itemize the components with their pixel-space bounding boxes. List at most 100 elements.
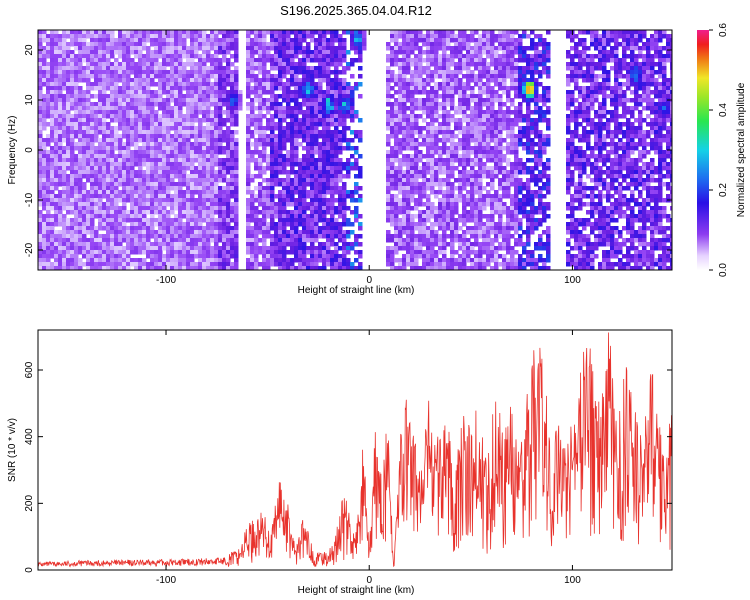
heatmap-cell [338, 222, 343, 227]
heatmap-cell [418, 194, 423, 199]
heatmap-cell [126, 198, 131, 203]
heatmap-cell [314, 170, 319, 175]
heatmap-cell [218, 202, 223, 207]
heatmap-cell [290, 118, 295, 123]
heatmap-cell [82, 210, 87, 215]
heatmap-cell [326, 182, 331, 187]
heatmap-cell [38, 90, 43, 95]
heatmap-cell [138, 130, 143, 135]
heatmap-cell [70, 226, 75, 231]
heatmap-cell [194, 182, 199, 187]
heatmap-cell [342, 58, 347, 63]
heatmap-cell [414, 226, 419, 231]
heatmap-cell [46, 138, 51, 143]
heatmap-cell [218, 246, 223, 251]
heatmap-cell [46, 86, 51, 91]
heatmap-cell [62, 98, 67, 103]
heatmap-cell [158, 262, 163, 267]
heatmap-cell [178, 198, 183, 203]
heatmap-cell [66, 174, 71, 179]
heatmap-cell [154, 250, 159, 255]
heatmap-cell [214, 234, 219, 239]
heatmap-cell [194, 126, 199, 131]
heatmap-cell [318, 130, 323, 135]
heatmap-cell [410, 146, 415, 151]
heatmap-cell [266, 50, 271, 55]
heatmap-cell [394, 58, 399, 63]
heatmap-cell [282, 62, 287, 67]
heatmap-cell [118, 178, 123, 183]
heatmap-cell [158, 86, 163, 91]
heatmap-cell [310, 138, 315, 143]
heatmap-cell [162, 174, 167, 179]
heatmap-cell [406, 82, 411, 87]
heatmap-cell [206, 254, 211, 259]
heatmap-cell [158, 206, 163, 211]
heatmap-cell [102, 142, 107, 147]
heatmap-cell [262, 30, 267, 35]
heatmap-cell [282, 234, 287, 239]
heatmap-cell [190, 154, 195, 159]
heatmap-cell [262, 226, 267, 231]
heatmap-cell [302, 70, 307, 75]
heatmap-cell [394, 142, 399, 147]
heatmap-cell [202, 106, 207, 111]
heatmap-cell [170, 246, 175, 251]
heatmap-cell [434, 66, 439, 71]
heatmap-cell [282, 70, 287, 75]
heatmap-cell [114, 254, 119, 259]
heatmap-cell [58, 202, 63, 207]
heatmap-cell [326, 186, 331, 191]
heatmap-cell [222, 186, 227, 191]
heatmap-cell [298, 258, 303, 263]
heatmap-cell [266, 234, 271, 239]
heatmap-cell [86, 222, 91, 227]
heatmap-cell [170, 162, 175, 167]
heatmap-cell [246, 134, 251, 139]
heatmap-cell [142, 170, 147, 175]
heatmap-cell [122, 42, 127, 47]
heatmap-cell [394, 130, 399, 135]
heatmap-cell [318, 38, 323, 43]
heatmap-cell [250, 238, 255, 243]
heatmap-cell [330, 78, 335, 83]
heatmap-cell [390, 126, 395, 131]
heatmap-cell [130, 82, 135, 87]
heatmap-cell [46, 106, 51, 111]
heatmap-cell [310, 182, 315, 187]
heatmap-cell [186, 54, 191, 59]
heatmap-cell [178, 190, 183, 195]
heatmap-cell [218, 170, 223, 175]
heatmap-cell [122, 198, 127, 203]
heatmap-cell [198, 190, 203, 195]
heatmap-cell [178, 62, 183, 67]
heatmap-cell [342, 98, 347, 103]
heatmap-cell [410, 122, 415, 127]
heatmap-cell [38, 226, 43, 231]
heatmap-cell [394, 34, 399, 39]
heatmap-cell [222, 178, 227, 183]
heatmap-cell [94, 198, 99, 203]
heatmap-cell [330, 106, 335, 111]
heatmap-cell [254, 222, 259, 227]
heatmap-cell [342, 234, 347, 239]
heatmap-cell [158, 202, 163, 207]
heatmap-cell [262, 134, 267, 139]
heatmap-cell [114, 186, 119, 191]
heatmap-cell [106, 130, 111, 135]
heatmap-cell [38, 170, 43, 175]
heatmap-cell [234, 114, 239, 119]
heatmap-cell [334, 234, 339, 239]
heatmap-cell [146, 30, 151, 35]
heatmap-cell [98, 266, 103, 270]
heatmap-cell [390, 174, 395, 179]
heatmap-cell [314, 266, 319, 270]
heatmap-cell [118, 210, 123, 215]
heatmap-cell [94, 150, 99, 155]
heatmap-cell [106, 114, 111, 119]
heatmap-cell [146, 246, 151, 251]
heatmap-cell [158, 238, 163, 243]
heatmap-cell [350, 138, 355, 143]
heatmap-cell [114, 242, 119, 247]
heatmap-cell [290, 178, 295, 183]
